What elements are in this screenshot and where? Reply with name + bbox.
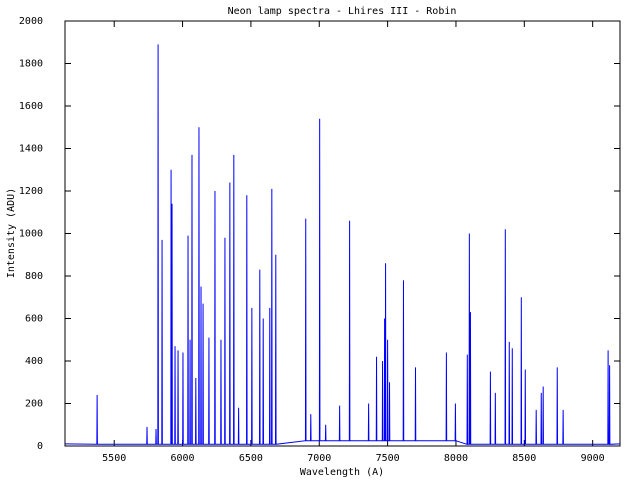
x-tick-label: 8000 [444, 453, 468, 464]
x-tick-label: 5500 [102, 453, 126, 464]
y-tick-label: 800 [25, 271, 43, 282]
x-tick-label: 6000 [171, 453, 195, 464]
x-tick-label: 8500 [512, 453, 536, 464]
y-tick-label: 0 [37, 441, 43, 452]
y-tick-label: 2000 [19, 16, 43, 27]
y-tick-label: 600 [25, 314, 43, 325]
x-axis-label: Wavelength (A) [300, 467, 384, 478]
x-tick-label: 7000 [307, 453, 331, 464]
y-tick-label: 1800 [19, 59, 43, 70]
y-axis-label: Intensity (ADU) [6, 188, 17, 278]
y-tick-label: 1000 [19, 229, 43, 240]
x-tick-label: 6500 [239, 453, 263, 464]
y-tick-label: 200 [25, 399, 43, 410]
y-tick-label: 400 [25, 356, 43, 367]
chart-title: Neon lamp spectra - Lhires III - Robin [228, 6, 457, 17]
spectrum-line [64, 44, 621, 445]
x-tick-label: 7500 [376, 453, 400, 464]
y-tick-label: 1600 [19, 101, 43, 112]
y-tick-label: 1400 [19, 144, 43, 155]
x-tick-label: 9000 [581, 453, 605, 464]
y-tick-label: 1200 [19, 186, 43, 197]
